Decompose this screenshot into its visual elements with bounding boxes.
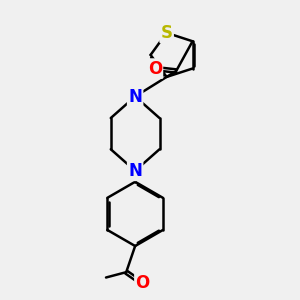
Text: N: N	[128, 88, 142, 106]
Text: O: O	[148, 60, 162, 78]
Text: O: O	[135, 274, 150, 292]
Text: S: S	[160, 24, 172, 42]
Text: N: N	[128, 162, 142, 180]
